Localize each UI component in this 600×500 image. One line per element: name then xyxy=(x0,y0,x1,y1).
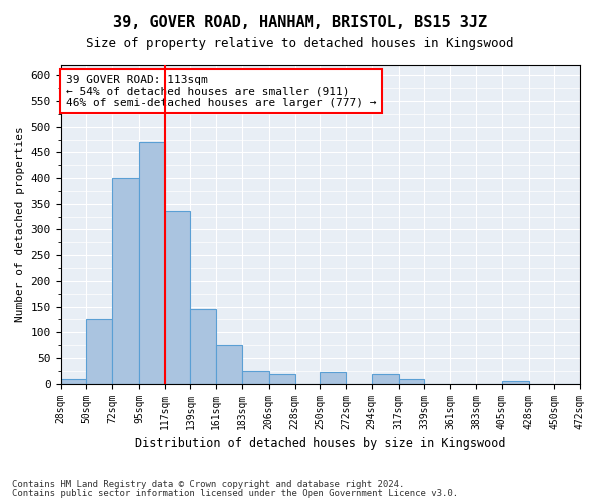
Y-axis label: Number of detached properties: Number of detached properties xyxy=(15,126,25,322)
Bar xyxy=(269,374,295,384)
Bar xyxy=(61,378,86,384)
Text: 39 GOVER ROAD: 113sqm
← 54% of detached houses are smaller (911)
46% of semi-det: 39 GOVER ROAD: 113sqm ← 54% of detached … xyxy=(66,74,376,108)
Bar xyxy=(398,378,424,384)
Bar xyxy=(86,320,112,384)
Bar xyxy=(164,212,190,384)
Bar xyxy=(216,345,242,384)
Bar xyxy=(242,371,269,384)
Bar xyxy=(139,142,164,384)
Bar xyxy=(502,381,529,384)
Bar xyxy=(190,309,216,384)
Text: 39, GOVER ROAD, HANHAM, BRISTOL, BS15 3JZ: 39, GOVER ROAD, HANHAM, BRISTOL, BS15 3J… xyxy=(113,15,487,30)
Text: Size of property relative to detached houses in Kingswood: Size of property relative to detached ho… xyxy=(86,38,514,51)
Bar xyxy=(372,374,398,384)
X-axis label: Distribution of detached houses by size in Kingswood: Distribution of detached houses by size … xyxy=(135,437,506,450)
Bar xyxy=(112,178,139,384)
Bar xyxy=(320,372,346,384)
Text: Contains public sector information licensed under the Open Government Licence v3: Contains public sector information licen… xyxy=(12,488,458,498)
Text: Contains HM Land Registry data © Crown copyright and database right 2024.: Contains HM Land Registry data © Crown c… xyxy=(12,480,404,489)
